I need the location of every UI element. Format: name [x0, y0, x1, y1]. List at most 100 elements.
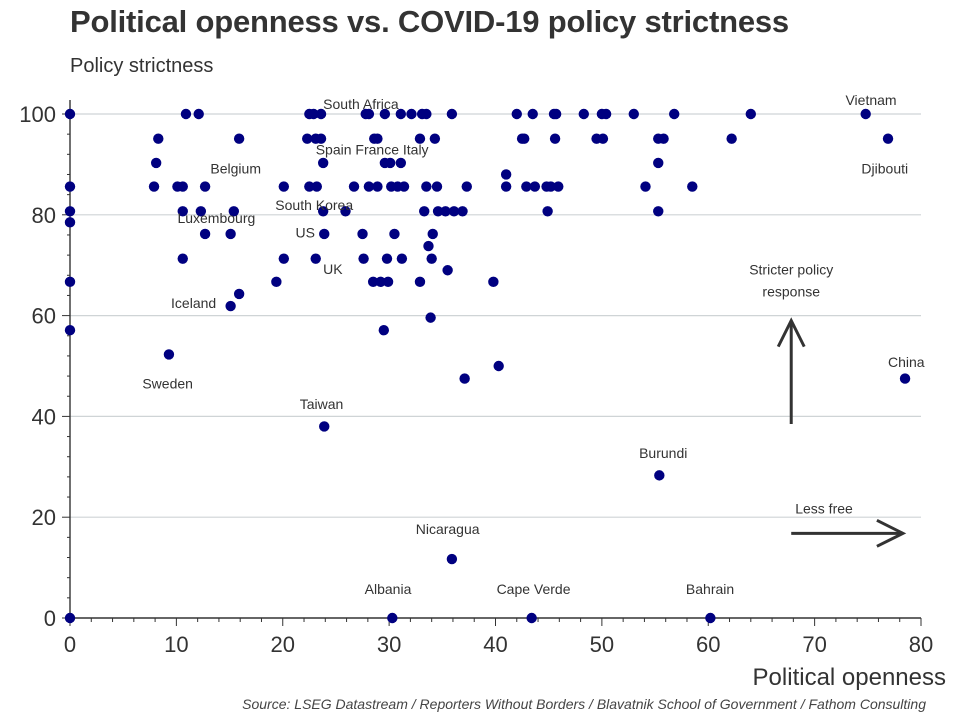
data-point: [271, 276, 282, 288]
data-point: [578, 108, 589, 120]
data-point: [315, 133, 327, 144]
up-arrow-icon: [776, 317, 806, 348]
data-point: [177, 206, 188, 217]
x-tick-label: 0: [64, 632, 76, 657]
country-label: China: [888, 354, 925, 370]
data-point: [378, 325, 390, 336]
x-tick-label: 40: [483, 632, 507, 657]
annotation-text: response: [762, 284, 820, 300]
data-point: [398, 181, 410, 192]
data-point: [542, 206, 553, 217]
country-label: Luxembourg: [177, 210, 255, 226]
data-point: [414, 276, 426, 288]
data-point: [640, 181, 651, 192]
data-point: [319, 228, 330, 240]
data-point: [440, 206, 451, 217]
data-point: [597, 133, 609, 144]
y-tick-label: 60: [32, 304, 56, 329]
data-point: [860, 108, 871, 120]
data-point: [304, 181, 315, 192]
country-label: Burundi: [639, 445, 687, 461]
data-point: [653, 157, 664, 169]
data-point: [457, 206, 468, 217]
data-point: [500, 181, 512, 192]
data-point: [448, 206, 460, 217]
country-label: South Africa: [323, 96, 399, 112]
data-point: [446, 553, 458, 565]
data-point: [899, 373, 911, 384]
data-point: [225, 228, 236, 240]
data-point: [315, 108, 327, 120]
data-point: [358, 253, 369, 264]
data-point: [521, 181, 532, 192]
annotation-text: Stricter policy: [749, 262, 833, 278]
data-point: [705, 612, 716, 624]
data-point: [233, 288, 245, 300]
data-point: [177, 253, 188, 264]
data-point: [432, 206, 444, 217]
data-point: [461, 181, 472, 192]
x-tick-label: 20: [271, 632, 295, 657]
data-point: [628, 108, 639, 120]
data-point: [311, 181, 322, 192]
data-point: [423, 240, 434, 252]
data-point: [381, 253, 393, 264]
data-point: [64, 217, 76, 228]
data-point: [310, 253, 321, 264]
x-tick-label: 80: [909, 632, 933, 657]
data-point: [419, 206, 430, 217]
data-point: [199, 181, 211, 192]
data-point: [406, 108, 417, 120]
data-point: [658, 133, 669, 144]
data-point: [459, 373, 470, 384]
data-point: [653, 206, 664, 217]
country-label: Bahrain: [686, 581, 734, 597]
data-point: [600, 108, 612, 120]
data-point: [421, 108, 432, 120]
data-point: [526, 612, 537, 624]
data-point: [375, 276, 386, 288]
data-point: [550, 108, 562, 120]
data-point: [367, 276, 379, 288]
country-label: Cape Verde: [497, 581, 571, 597]
data-point: [553, 181, 564, 192]
data-point: [148, 181, 160, 192]
data-point: [384, 157, 396, 169]
data-point: [500, 169, 512, 180]
country-label: Taiwan: [300, 396, 344, 412]
data-point: [372, 181, 383, 192]
data-point: [387, 612, 398, 624]
data-point: [511, 108, 522, 120]
country-label: Djibouti: [861, 160, 908, 176]
country-label: Vietnam: [845, 92, 896, 108]
data-point: [382, 276, 394, 288]
data-point: [527, 108, 538, 120]
data-point: [64, 325, 76, 336]
data-point: [519, 133, 530, 144]
country-label: Nicaragua: [416, 521, 480, 537]
data-point: [545, 181, 557, 192]
data-point: [372, 133, 383, 144]
data-point: [180, 108, 192, 120]
y-tick-label: 40: [32, 404, 56, 429]
country-label: Iceland: [171, 295, 216, 311]
data-point: [427, 228, 438, 240]
data-point: [317, 157, 329, 169]
data-point: [64, 108, 76, 120]
country-label: Albania: [365, 581, 412, 597]
data-point: [153, 133, 164, 144]
data-point: [199, 228, 211, 240]
data-point: [745, 108, 756, 120]
data-point: [654, 470, 665, 481]
data-point: [228, 206, 240, 217]
data-point: [195, 206, 207, 217]
data-point: [395, 157, 407, 169]
right-arrow-icon: [876, 518, 907, 548]
data-point: [64, 612, 76, 624]
data-point: [493, 360, 504, 372]
data-point: [163, 349, 175, 360]
data-point: [414, 133, 426, 144]
data-point: [529, 181, 541, 192]
data-point: [278, 253, 290, 264]
data-point: [340, 206, 351, 217]
